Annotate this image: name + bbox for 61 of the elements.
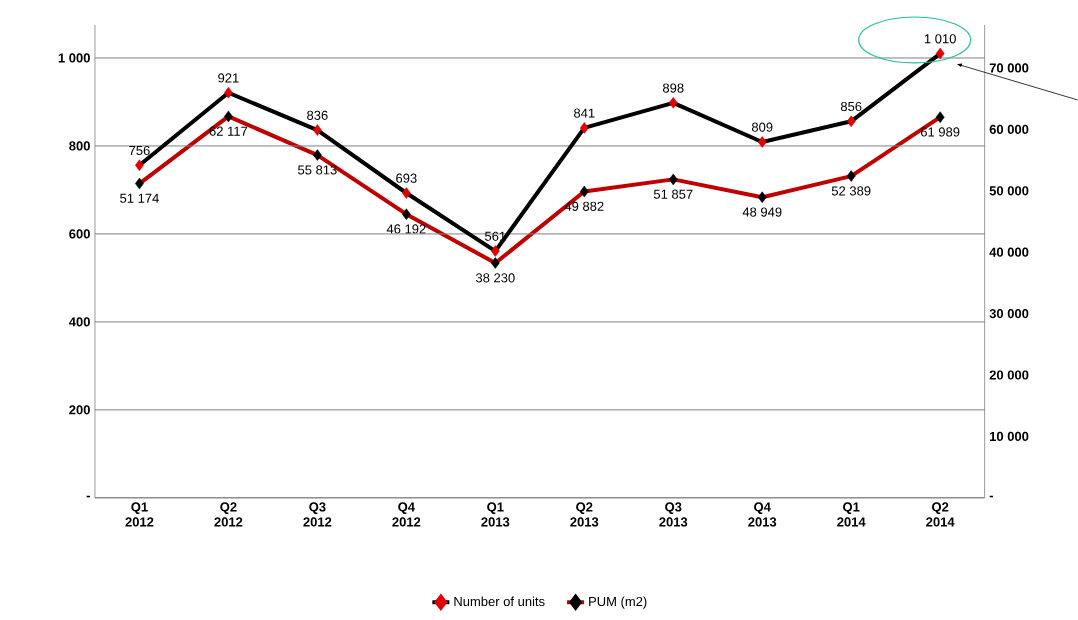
y2-tick-label: 70 000 bbox=[989, 63, 1029, 73]
y2-tick-label: - bbox=[989, 495, 993, 498]
data-label: 48 949 bbox=[742, 207, 782, 217]
point bbox=[490, 245, 500, 257]
point bbox=[757, 136, 767, 148]
point bbox=[579, 122, 589, 134]
y2-tick-label: 60 000 bbox=[989, 124, 1029, 135]
data-label: 51 857 bbox=[653, 189, 693, 199]
point bbox=[579, 185, 589, 198]
data-label: 836 bbox=[307, 110, 328, 121]
y2-tick-label: 30 000 bbox=[989, 309, 1029, 319]
data-label: 756 bbox=[129, 146, 150, 156]
legend-label: Number of units bbox=[454, 596, 545, 607]
point bbox=[313, 124, 322, 136]
data-label: 856 bbox=[840, 102, 862, 112]
point bbox=[490, 257, 500, 269]
point bbox=[757, 191, 767, 204]
x-tick-label: Q2 2013 bbox=[570, 502, 599, 527]
point bbox=[401, 187, 411, 199]
data-label: 693 bbox=[396, 173, 417, 183]
y-tick-label: - bbox=[86, 495, 90, 498]
point bbox=[846, 115, 856, 128]
data-label: 1 010 bbox=[924, 34, 956, 44]
x-tick-label: Q3 2012 bbox=[303, 502, 332, 527]
point bbox=[313, 149, 322, 161]
data-label: 841 bbox=[574, 108, 595, 118]
y-tick-label: 1 000 bbox=[58, 53, 90, 63]
legend-label: PUM (m2) bbox=[589, 596, 647, 609]
point bbox=[846, 170, 856, 182]
x-tick-label: Q1 2014 bbox=[837, 502, 866, 527]
x-tick-label: Q4 2013 bbox=[748, 502, 777, 527]
data-label: 809 bbox=[751, 122, 773, 132]
y-tick-label: 200 bbox=[69, 405, 90, 415]
y2-tick-label: 40 000 bbox=[989, 247, 1029, 257]
point bbox=[401, 208, 411, 221]
y-tick-label: 600 bbox=[69, 229, 90, 239]
data-label: 62 117 bbox=[209, 126, 248, 136]
data-label: 55 813 bbox=[298, 165, 337, 175]
x-tick-label: Q4 2012 bbox=[392, 502, 421, 527]
data-label: 61 989 bbox=[920, 127, 960, 137]
point bbox=[224, 87, 233, 99]
y2-tick-label: 10 000 bbox=[989, 431, 1029, 442]
data-label: 38 230 bbox=[475, 273, 515, 283]
data-label: 898 bbox=[662, 83, 684, 93]
x-tick-label: Q1 2012 bbox=[125, 502, 154, 527]
x-tick-label: Q3 2013 bbox=[659, 502, 688, 527]
x-tick-label: Q1 2013 bbox=[481, 502, 510, 527]
point bbox=[668, 173, 678, 186]
point bbox=[935, 111, 945, 124]
data-label: 52 389 bbox=[831, 186, 871, 196]
y-tick-label: 400 bbox=[68, 317, 90, 327]
data-label: 46 192 bbox=[386, 224, 426, 234]
y2-tick-label: 50 000 bbox=[989, 186, 1029, 196]
y2-tick-label: 20 000 bbox=[989, 370, 1029, 380]
point bbox=[668, 97, 678, 109]
point bbox=[935, 47, 945, 60]
data-label: 921 bbox=[218, 73, 239, 83]
x-tick-label: Q2 2012 bbox=[214, 502, 243, 527]
y-tick-label: 800 bbox=[69, 141, 90, 151]
x-tick-label: Q2 2014 bbox=[926, 502, 955, 527]
data-label: 51 174 bbox=[120, 193, 159, 203]
